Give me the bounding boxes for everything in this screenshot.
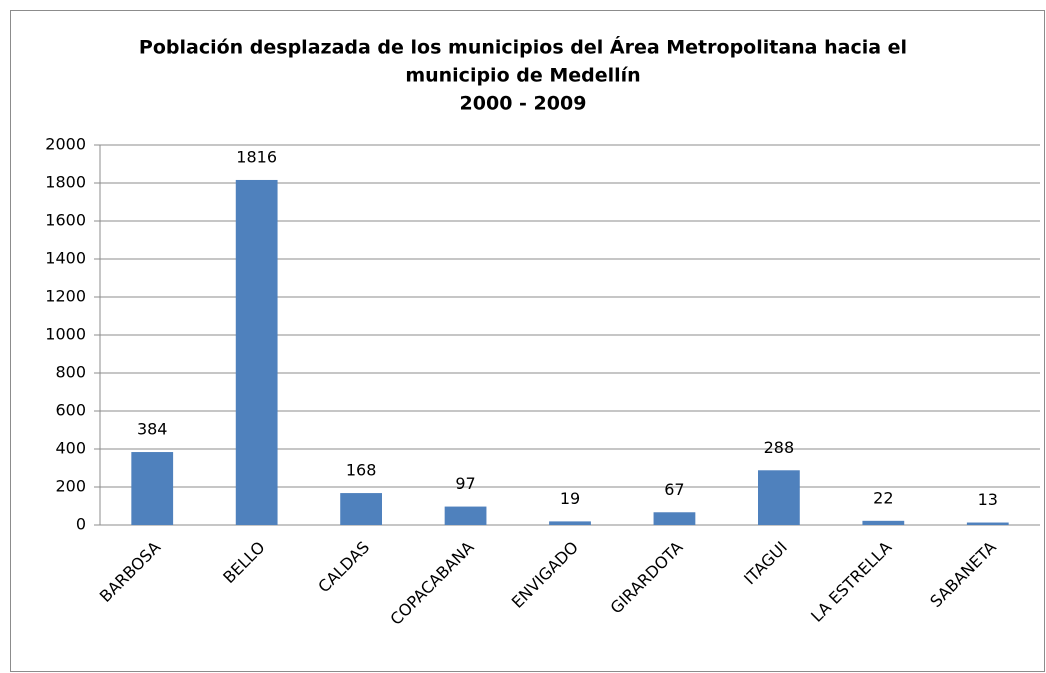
y-tick-label: 2000 — [45, 135, 86, 154]
y-tick-label: 1800 — [45, 173, 86, 192]
y-tick-label: 0 — [76, 515, 86, 534]
bar — [340, 493, 382, 525]
y-tick-label: 800 — [55, 363, 86, 382]
bar — [966, 522, 1009, 525]
y-tick-label: 1000 — [45, 325, 86, 344]
data-label: 22 — [873, 488, 893, 507]
chart-title: municipio de Medellín — [405, 65, 640, 87]
x-tick-label: ITAGUI — [740, 538, 791, 589]
x-tick-label: GIRARDOTA — [607, 538, 687, 618]
data-label: 1816 — [236, 147, 277, 166]
chart-title: 2000 - 2009 — [460, 93, 587, 115]
y-tick-label: 1600 — [45, 211, 86, 230]
bar — [758, 470, 800, 525]
y-tick-label: 200 — [55, 477, 86, 496]
y-tick-label: 1200 — [45, 287, 86, 306]
data-label: 168 — [346, 461, 377, 480]
bar — [131, 452, 174, 525]
chart-frame — [10, 10, 1045, 672]
chart-title: Población desplazada de los municipios d… — [139, 36, 907, 59]
data-label: 97 — [455, 474, 475, 493]
x-tick-label: CALDAS — [314, 538, 373, 597]
y-tick-label: 1400 — [45, 249, 86, 268]
y-tick-label: 600 — [55, 401, 86, 420]
bar — [653, 512, 696, 525]
data-label: 67 — [664, 480, 684, 499]
data-label: 19 — [560, 489, 580, 508]
y-tick-label: 400 — [55, 439, 86, 458]
bar — [235, 179, 278, 525]
data-label: 13 — [978, 490, 998, 509]
x-tick-label: SABANETA — [926, 538, 999, 611]
x-tick-label: BARBOSA — [96, 538, 164, 606]
x-tick-label: ENVIGADO — [508, 538, 582, 612]
x-tick-label: BELLO — [219, 538, 268, 587]
x-tick-label: LA ESTRELLA — [807, 538, 895, 626]
data-label: 288 — [764, 438, 795, 457]
bar — [444, 506, 487, 525]
bar — [549, 521, 591, 525]
x-tick-label: COPACABANA — [386, 538, 477, 629]
bar — [862, 520, 905, 525]
data-label: 384 — [137, 420, 168, 439]
